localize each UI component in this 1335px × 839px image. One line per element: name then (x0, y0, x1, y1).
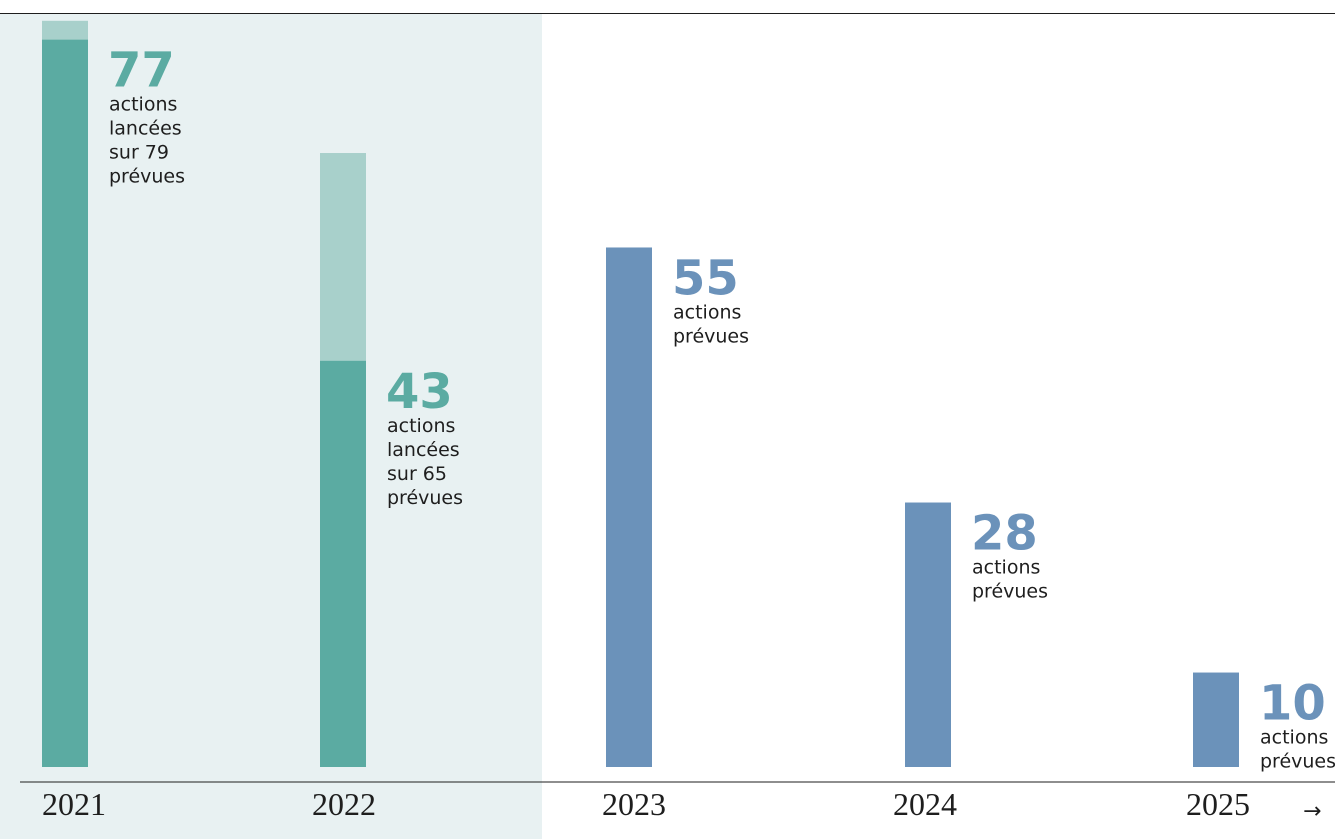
value-caption-2022-1: actions (387, 415, 455, 437)
x-tick-label-2023: 2023 (602, 786, 666, 822)
value-label-2025: 10 (1259, 676, 1326, 732)
value-label-2023: 55 (672, 250, 739, 306)
x-tick-label-2022: 2022 (312, 786, 376, 822)
value-caption-2021-1: actions (109, 94, 177, 116)
value-caption-2024-1: actions (972, 557, 1040, 579)
value-label-2021: 77 (108, 43, 175, 99)
value-caption-2025-2: prévues (1260, 751, 1335, 773)
value-caption-2021-3: sur 79 (109, 142, 169, 164)
bar-planned-2023 (606, 247, 652, 768)
value-caption-2023-2: prévues (673, 325, 749, 347)
value-label-2022: 43 (386, 364, 453, 420)
value-caption-2023-1: actions (673, 301, 741, 323)
value-label-2024: 28 (971, 506, 1038, 562)
value-caption-2021-4: prévues (109, 166, 185, 188)
x-tick-labels-group: 2021 2022 2023 2024 2025 (42, 786, 1250, 822)
x-tick-label-2024: 2024 (893, 786, 957, 822)
value-caption-2022-3: sur 65 (387, 463, 447, 485)
value-caption-2022-4: prévues (387, 487, 463, 509)
bar-planned-2024 (905, 502, 951, 767)
x-tick-label-2025: 2025 (1186, 786, 1250, 822)
bar-planned-2025 (1193, 672, 1239, 767)
value-caption-2025-1: actions (1260, 727, 1328, 749)
past-years-background (0, 14, 542, 839)
value-caption-2022-2: lancées (387, 439, 460, 461)
x-tick-label-2021: 2021 (42, 786, 106, 822)
axis-arrow-icon: → (1303, 799, 1321, 824)
bar-launched-2021 (42, 39, 88, 767)
value-caption-2024-2: prévues (972, 581, 1048, 603)
value-caption-2021-2: lancées (109, 118, 182, 140)
bars-group (42, 20, 1239, 768)
bar-launched-2022 (320, 360, 366, 767)
